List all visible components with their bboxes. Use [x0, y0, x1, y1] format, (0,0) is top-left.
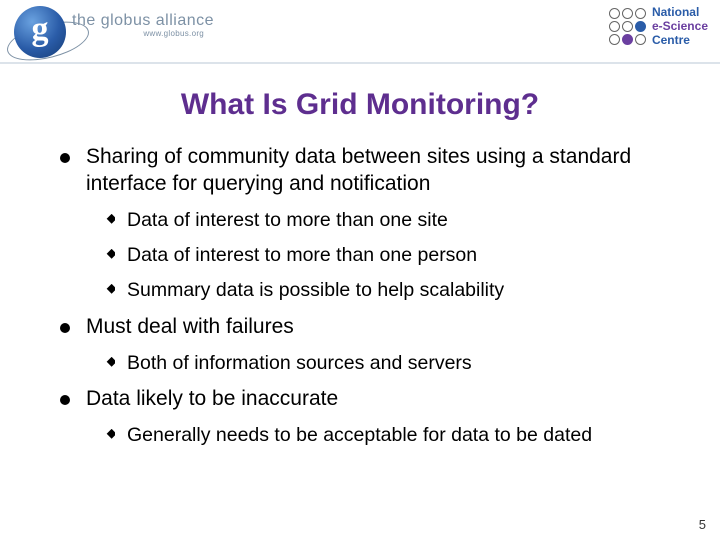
globus-url: www.globus.org — [72, 29, 214, 38]
diamond-bullet-icon — [104, 214, 115, 233]
header-divider — [0, 62, 720, 64]
bullet-text: Generally needs to be acceptable for dat… — [127, 423, 676, 448]
slide-content: Sharing of community data between sites … — [0, 144, 720, 448]
globus-g-letter: g — [32, 13, 49, 47]
bullet-level2: Data of interest to more than one site — [104, 208, 676, 233]
bullet-level1: Must deal with failures — [60, 314, 676, 341]
bullet-text: Data of interest to more than one person — [127, 243, 676, 268]
slide-title: What Is Grid Monitoring? — [0, 88, 720, 122]
bullet-dot-icon — [60, 395, 70, 405]
bullet-level2-group: Data of interest to more than one site D… — [60, 208, 676, 304]
globus-disk-icon: g — [14, 6, 66, 58]
bullet-text: Data likely to be inaccurate — [86, 386, 676, 413]
bullet-dot-icon — [60, 153, 70, 163]
nesc-text-block: National e-Science Centre — [652, 6, 708, 47]
bullet-level2: Both of information sources and servers — [104, 351, 676, 376]
diamond-bullet-icon — [104, 429, 115, 448]
globus-label: the globus alliance — [72, 12, 214, 30]
nesc-logo: National e-Science Centre — [609, 6, 708, 47]
diamond-bullet-icon — [104, 357, 115, 376]
bullet-level2-group: Both of information sources and servers — [60, 351, 676, 376]
globus-logo: g the globus alliance www.globus.org — [14, 4, 244, 62]
slide-header: g the globus alliance www.globus.org Nat… — [0, 0, 720, 70]
diamond-bullet-icon — [104, 249, 115, 268]
nesc-line-centre: Centre — [652, 34, 708, 48]
bullet-level2: Data of interest to more than one person — [104, 243, 676, 268]
diamond-bullet-icon — [104, 284, 115, 303]
bullet-text: Data of interest to more than one site — [127, 208, 676, 233]
bullet-level2-group: Generally needs to be acceptable for dat… — [60, 423, 676, 448]
bullet-text: Must deal with failures — [86, 314, 676, 341]
slide-number: 5 — [699, 517, 706, 532]
globus-text-block: the globus alliance www.globus.org — [72, 12, 214, 38]
bullet-dot-icon — [60, 323, 70, 333]
nesc-line-national: National — [652, 6, 708, 20]
nesc-dot-grid-icon — [609, 6, 646, 45]
bullet-level2: Generally needs to be acceptable for dat… — [104, 423, 676, 448]
bullet-text: Sharing of community data between sites … — [86, 144, 676, 198]
bullet-text: Summary data is possible to help scalabi… — [127, 278, 676, 303]
bullet-text: Both of information sources and servers — [127, 351, 676, 376]
bullet-level1: Sharing of community data between sites … — [60, 144, 676, 198]
bullet-level2: Summary data is possible to help scalabi… — [104, 278, 676, 303]
bullet-level1: Data likely to be inaccurate — [60, 386, 676, 413]
nesc-line-escience: e-Science — [652, 20, 708, 34]
